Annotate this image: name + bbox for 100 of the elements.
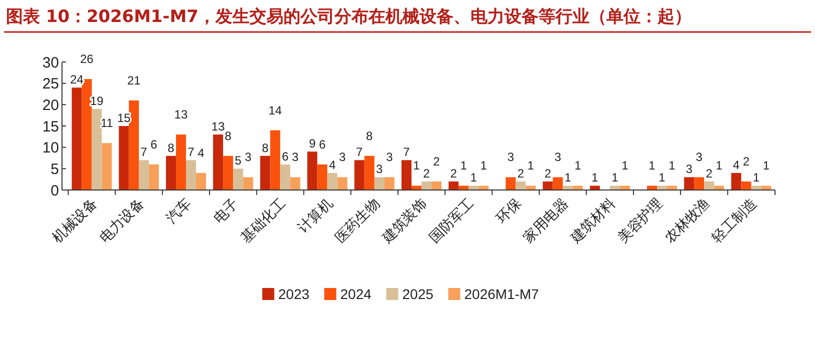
data-label: 21 — [127, 73, 141, 88]
legend-label: 2026M1-M7 — [464, 286, 540, 302]
bar — [374, 177, 384, 190]
data-label: 1 — [564, 170, 572, 185]
bar — [448, 181, 459, 190]
data-label: 1 — [716, 158, 723, 173]
data-label: 6 — [282, 149, 289, 164]
bar — [82, 79, 92, 190]
legend-label: 2023 — [278, 286, 310, 302]
bar — [317, 164, 328, 190]
y-tick-label: 15 — [42, 118, 59, 136]
data-label: 6 — [150, 137, 158, 152]
bar — [741, 181, 752, 190]
bar — [118, 126, 129, 190]
bar — [620, 186, 630, 190]
data-label: 1 — [668, 158, 676, 173]
bar — [337, 177, 348, 190]
bar — [704, 181, 714, 190]
bar — [290, 177, 300, 190]
bar — [102, 143, 112, 190]
bar — [411, 186, 422, 190]
data-label: 4 — [198, 146, 205, 160]
data-label: 3 — [292, 150, 299, 164]
bar — [751, 186, 762, 190]
bar — [432, 181, 442, 190]
bar — [516, 181, 526, 190]
x-tick-label: 轻工制造 — [709, 196, 760, 246]
y-tick-label: 5 — [50, 160, 59, 178]
bar — [647, 186, 658, 190]
bar — [731, 172, 742, 190]
bar — [468, 186, 479, 190]
x-tick-label: 国防军工 — [426, 196, 478, 246]
bar — [233, 168, 244, 190]
data-label: 1 — [527, 158, 534, 173]
data-label: 7 — [188, 145, 195, 160]
bar — [458, 186, 469, 190]
data-label: 11 — [100, 116, 114, 130]
data-label: 2 — [706, 166, 713, 180]
data-label: 1 — [480, 158, 488, 173]
data-label: 2 — [433, 154, 440, 168]
bar — [364, 156, 374, 190]
chart-title: 图表 10：2026M1-M7，发生交易的公司分布在机械设备、电力设备等行业（单位：起） — [6, 7, 692, 27]
data-label: 3 — [338, 150, 346, 164]
bar — [138, 160, 149, 190]
bar — [422, 181, 432, 190]
bar — [148, 164, 159, 190]
bar — [714, 186, 724, 190]
data-label: 8 — [168, 140, 175, 155]
data-label: 3 — [554, 150, 562, 164]
y-tick-label: 20 — [42, 96, 59, 114]
data-label: 3 — [376, 162, 384, 176]
data-label: 1 — [622, 158, 629, 173]
data-label: 4 — [732, 158, 740, 172]
bar — [562, 186, 573, 190]
bar — [213, 134, 224, 190]
data-label: 3 — [244, 150, 252, 164]
legend-label: 2025 — [402, 286, 434, 302]
data-label: 2 — [544, 166, 552, 180]
data-label: 6 — [318, 137, 326, 152]
data-label: 13 — [174, 108, 188, 122]
data-label: 1 — [413, 158, 420, 173]
data-label: 8 — [262, 140, 269, 155]
bar — [506, 177, 516, 190]
bar — [92, 108, 102, 190]
bar — [526, 186, 536, 190]
bar — [552, 177, 563, 190]
data-label: 8 — [366, 128, 374, 143]
data-label: 3 — [386, 150, 394, 164]
bar — [610, 186, 620, 190]
data-label: 1 — [658, 170, 666, 185]
data-label: 2 — [423, 166, 430, 180]
data-label: 26 — [80, 52, 94, 66]
bar — [384, 177, 394, 190]
bar — [327, 172, 338, 190]
x-tick-label: 汽车 — [164, 196, 195, 227]
data-label: 14 — [268, 103, 282, 118]
data-label: 7 — [356, 145, 364, 160]
bar — [667, 186, 678, 190]
bar — [590, 186, 600, 190]
bar — [657, 186, 668, 190]
bar — [176, 134, 186, 190]
data-label: 3 — [696, 150, 703, 164]
bar — [307, 152, 318, 190]
bar — [401, 160, 412, 190]
data-label: 5 — [234, 154, 242, 168]
bar — [128, 100, 139, 190]
bar — [223, 156, 234, 190]
data-label: 3 — [686, 162, 693, 176]
bar — [280, 164, 290, 190]
data-label: 1 — [574, 158, 582, 173]
bar — [694, 177, 704, 190]
data-label: 2 — [450, 166, 458, 180]
data-label: 4 — [328, 158, 336, 172]
bar — [478, 186, 489, 190]
data-label: 9 — [308, 136, 316, 151]
data-label: 1 — [612, 170, 619, 185]
bar — [260, 156, 270, 190]
y-tick-label: 10 — [42, 140, 59, 157]
bar — [684, 177, 694, 190]
bar — [572, 186, 583, 190]
